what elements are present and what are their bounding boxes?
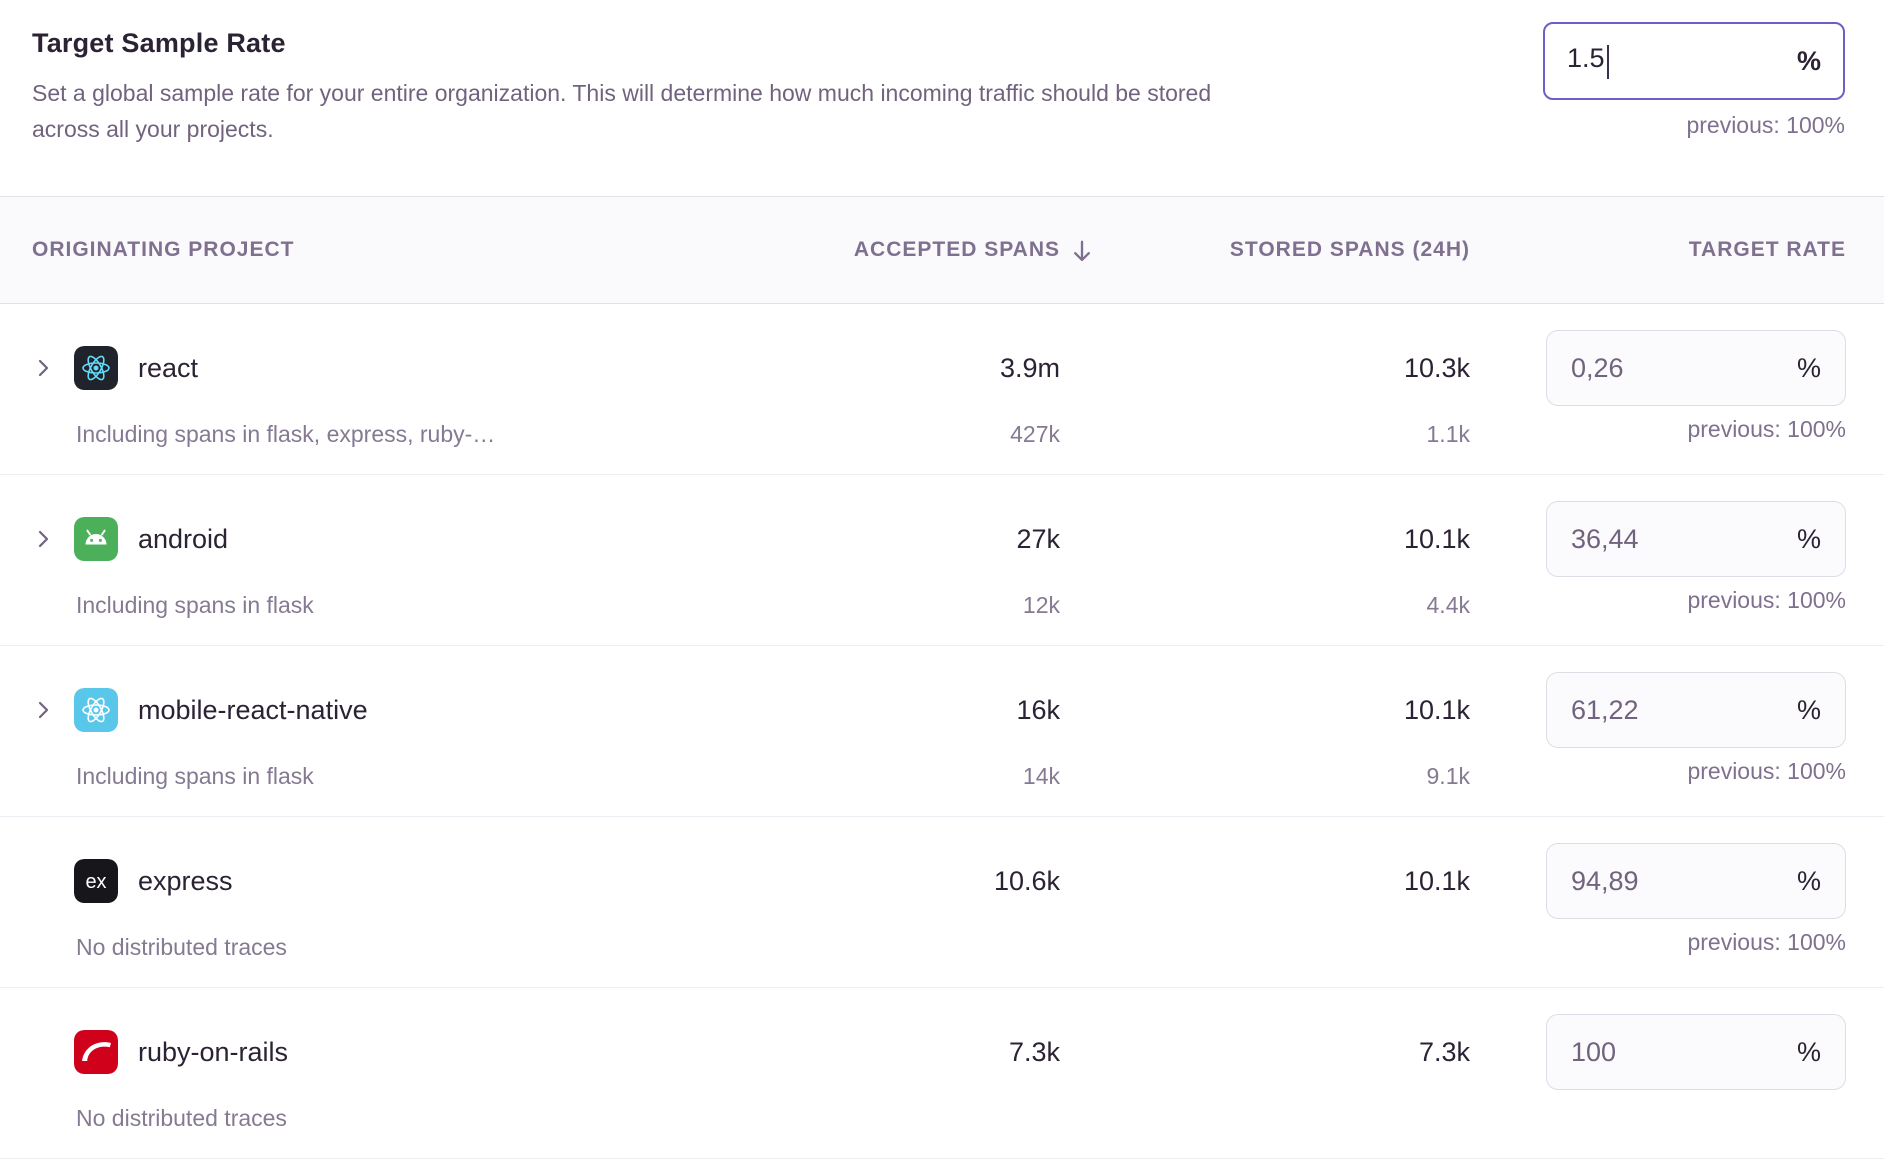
accepted-spans-subvalue: 14k: [1022, 763, 1060, 789]
accepted-spans-subvalue: [630, 931, 1060, 963]
global-previous-rate-label: previous: 100%: [1686, 112, 1845, 138]
page-description: Set a global sample rate for your entire…: [32, 80, 1212, 142]
rate-value: 0,26: [1571, 352, 1624, 383]
project-cell: ruby-on-rails: [32, 1014, 630, 1090]
project-rate-input[interactable]: 94,89 %: [1546, 843, 1846, 919]
chevron-right-icon[interactable]: [32, 357, 54, 379]
sort-descending-icon: [1074, 240, 1090, 262]
accepted-spans-subvalue: 427k: [1010, 421, 1060, 447]
rate-value: 36,44: [1571, 523, 1639, 554]
stored-spans-value: 7.3k: [1418, 1037, 1470, 1067]
project-subtitle: Including spans in flask, express, ruby-…: [76, 421, 496, 447]
accepted-spans-value: 27k: [1016, 524, 1060, 554]
stored-spans-value: 10.3k: [1403, 353, 1470, 383]
project-subtitle: Including spans in flask: [76, 763, 314, 789]
project-subtitle: No distributed traces: [76, 1105, 287, 1131]
android-icon: [74, 517, 118, 561]
column-header-originating-project: ORIGINATING PROJECT: [32, 238, 295, 261]
table-row: mobile-react-native Including spans in f…: [0, 646, 1884, 817]
accepted-spans-value: 10.6k: [993, 866, 1060, 896]
project-rate-input[interactable]: 61,22 %: [1546, 672, 1846, 748]
column-header-stored-spans: STORED SPANS (24H): [1229, 238, 1470, 261]
project-subtitle: No distributed traces: [76, 934, 287, 960]
text-cursor: [1606, 45, 1609, 80]
page-title: Target Sample Rate: [32, 28, 286, 58]
express-icon: ex: [74, 859, 118, 903]
previous-rate-label: previous: 100%: [1687, 929, 1846, 955]
react-native-icon: [74, 688, 118, 732]
stored-spans-subvalue: 4.4k: [1426, 592, 1470, 618]
percent-suffix: %: [1796, 523, 1821, 554]
percent-suffix: %: [1796, 1036, 1821, 1067]
percent-suffix: %: [1796, 352, 1821, 383]
previous-rate-label: previous: 100%: [1687, 758, 1846, 784]
previous-rate-label: previous: 100%: [1687, 587, 1846, 613]
previous-rate-label: previous: 100%: [1687, 416, 1846, 442]
react-icon: [74, 346, 118, 390]
column-header-target-rate: TARGET RATE: [1688, 238, 1846, 261]
project-name: express: [138, 865, 233, 896]
global-rate-input[interactable]: 1.5 %: [1543, 22, 1845, 100]
project-rate-input[interactable]: 36,44 %: [1546, 501, 1846, 577]
accepted-spans-value: 16k: [1016, 695, 1060, 725]
project-cell: android: [32, 501, 630, 577]
percent-suffix: %: [1796, 865, 1821, 896]
stored-spans-value: 10.1k: [1403, 524, 1470, 554]
column-header-accepted-spans[interactable]: ACCEPTED SPANS: [630, 238, 1090, 262]
accepted-spans-subvalue: 12k: [1022, 592, 1060, 618]
accepted-spans-value: 3.9m: [999, 353, 1060, 383]
project-name: ruby-on-rails: [138, 1036, 289, 1067]
table-row: ruby-on-rails No distributed traces 7.3k…: [0, 988, 1884, 1159]
stored-spans-value: 10.1k: [1403, 866, 1470, 896]
stored-spans-subvalue: 9.1k: [1426, 763, 1470, 789]
accepted-spans-subvalue: [630, 1102, 1060, 1134]
project-cell: ex express: [32, 843, 630, 919]
stored-spans-subvalue: 1.1k: [1426, 421, 1470, 447]
chevron-spacer: [32, 870, 54, 892]
global-rate-control: 1.5 % previous: 100%: [1543, 22, 1845, 139]
project-cell: mobile-react-native: [32, 672, 630, 748]
chevron-spacer: [32, 1041, 54, 1063]
stored-spans-value: 10.1k: [1403, 695, 1470, 725]
chevron-right-icon[interactable]: [32, 528, 54, 550]
target-sample-rate-section: Target Sample Rate Set a global sample r…: [0, 0, 1884, 196]
project-subtitle: Including spans in flask: [76, 592, 314, 618]
table-header-row: ORIGINATING PROJECT ACCEPTED SPANS STORE…: [0, 196, 1884, 304]
project-name: react: [138, 352, 199, 383]
svg-text:ex: ex: [85, 871, 106, 893]
rate-value: 100: [1571, 1036, 1617, 1067]
project-name: android: [138, 523, 229, 554]
rate-value: 94,89: [1571, 865, 1639, 896]
global-rate-value: 1.5: [1567, 42, 1605, 73]
project-name: mobile-react-native: [138, 694, 368, 725]
accepted-spans-value: 7.3k: [1008, 1037, 1060, 1067]
stored-spans-subvalue: [1060, 931, 1470, 963]
project-cell: react: [32, 330, 630, 406]
table-row: react Including spans in flask, express,…: [0, 304, 1884, 475]
table-row: android Including spans in flask 27k 12k…: [0, 475, 1884, 646]
stored-spans-subvalue: [1060, 1102, 1470, 1134]
project-rate-input[interactable]: 100 %: [1546, 1014, 1846, 1090]
rate-value: 61,22: [1571, 694, 1639, 725]
rails-icon: [74, 1030, 118, 1074]
table-row: ex express No distributed traces 10.6k 1…: [0, 817, 1884, 988]
percent-suffix: %: [1796, 45, 1821, 76]
project-rate-input[interactable]: 0,26 %: [1546, 330, 1846, 406]
chevron-right-icon[interactable]: [32, 699, 54, 721]
percent-suffix: %: [1796, 694, 1821, 725]
